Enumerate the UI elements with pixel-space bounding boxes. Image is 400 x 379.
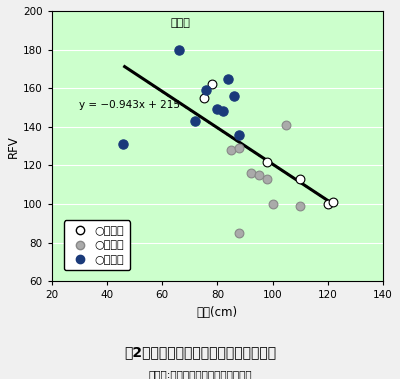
Point xyxy=(203,87,210,93)
Point xyxy=(297,176,304,182)
Point xyxy=(283,122,290,128)
Point xyxy=(225,75,232,81)
Point xyxy=(236,132,243,138)
Point xyxy=(214,106,220,113)
Point xyxy=(236,230,243,236)
Point xyxy=(176,47,182,53)
Point xyxy=(231,93,237,99)
X-axis label: 草丈(cm): 草丈(cm) xyxy=(197,306,238,319)
Text: １番草: １番草 xyxy=(170,19,190,28)
Point xyxy=(297,203,304,209)
Point xyxy=(270,201,276,207)
Text: －品種:ヒサワカバ、褐色火山性土－: －品種:ヒサワカバ、褐色火山性土－ xyxy=(148,370,252,379)
Point xyxy=(200,95,207,101)
Point xyxy=(220,108,226,114)
Point xyxy=(264,176,270,182)
Point xyxy=(228,147,234,153)
Point xyxy=(264,158,270,164)
Text: 図2　刈取り番草別の草丈と相対飼料価: 図2 刈取り番草別の草丈と相対飼料価 xyxy=(124,345,276,359)
Point xyxy=(192,118,198,124)
Point xyxy=(209,81,215,88)
Legend: ○１番草, ○２番草, ○３番草: ○１番草, ○２番草, ○３番草 xyxy=(64,221,130,271)
Point xyxy=(247,170,254,176)
Point xyxy=(120,141,126,147)
Point xyxy=(325,201,331,207)
Y-axis label: RFV: RFV xyxy=(7,135,20,158)
Text: y = −0.943x + 215: y = −0.943x + 215 xyxy=(79,100,180,110)
Point xyxy=(256,172,262,178)
Point xyxy=(236,145,243,151)
Point xyxy=(330,199,337,205)
